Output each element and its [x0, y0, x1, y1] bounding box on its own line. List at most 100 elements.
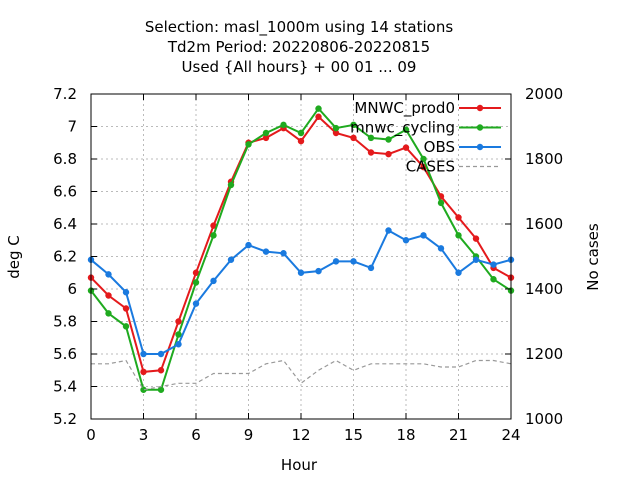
data-point-obs [297, 269, 305, 276]
data-point-obs [350, 258, 357, 265]
data-point-mnwc-prod0 [455, 214, 462, 221]
data-point-obs [105, 271, 112, 278]
y2-tick-label: 1800 [525, 150, 563, 168]
data-point-mnwc-cycling [157, 386, 165, 393]
data-point-mnwc-prod0 [210, 222, 217, 229]
legend-marker-mnwc-prod0 [476, 104, 484, 112]
x-axis-label: Hour [281, 456, 318, 474]
data-point-mnwc-prod0 [105, 292, 112, 299]
y-tick-label: 7 [67, 118, 77, 136]
data-point-mnwc-cycling [367, 134, 375, 142]
x-tick-label: 3 [139, 426, 149, 444]
y-tick-label: 5.2 [53, 410, 77, 428]
data-point-obs [192, 300, 200, 307]
data-point-mnwc-cycling [122, 323, 130, 330]
data-point-mnwc-prod0 [367, 149, 375, 156]
data-point-mnwc-cycling [385, 136, 392, 143]
data-point-obs [175, 341, 182, 348]
data-point-obs [332, 258, 340, 265]
y2-tick-label: 1400 [525, 280, 563, 298]
data-point-mnwc-prod0 [122, 305, 130, 312]
data-point-mnwc-cycling [332, 124, 340, 132]
x-tick-label: 21 [449, 426, 468, 444]
data-point-obs [367, 264, 375, 272]
data-point-obs [262, 248, 270, 255]
data-point-obs [455, 269, 462, 276]
x-tick-label: 0 [86, 426, 96, 444]
x-tick-label: 15 [344, 426, 363, 444]
data-point-mnwc-prod0 [157, 367, 165, 374]
data-point-mnwc-prod0 [402, 144, 410, 151]
y2-tick-label: 1000 [525, 410, 563, 428]
data-point-mnwc-cycling [437, 199, 445, 207]
title-line-1: Selection: masl_1000m using 14 stations [145, 18, 454, 37]
title-line-2: Td2m Period: 20220806-20220815 [167, 38, 430, 56]
y-tick-label: 5.4 [53, 378, 77, 396]
y-tick-label: 6.4 [53, 215, 77, 233]
x-tick-label: 18 [396, 426, 415, 444]
data-point-obs [122, 289, 130, 296]
y2-tick-label: 2000 [525, 85, 563, 103]
data-point-obs [437, 245, 445, 252]
y-tick-label: 7.2 [53, 85, 77, 103]
data-point-mnwc-prod0 [332, 129, 340, 137]
data-point-mnwc-cycling [227, 181, 235, 189]
data-point-mnwc-cycling [490, 276, 497, 283]
data-point-obs [490, 261, 497, 268]
data-point-obs [420, 232, 427, 239]
data-point-mnwc-cycling [297, 129, 305, 137]
data-point-mnwc-cycling [245, 141, 252, 148]
y2-axis-label: No cases [584, 223, 602, 291]
legend-label-mnwc-prod0: MNWC_prod0 [354, 99, 455, 118]
data-point-mnwc-cycling [105, 310, 112, 317]
data-point-obs [402, 237, 410, 244]
y-tick-label: 6 [67, 280, 77, 298]
x-tick-label: 12 [291, 426, 310, 444]
y-axis-label: deg C [5, 235, 23, 279]
data-point-obs [280, 250, 287, 257]
data-point-obs [157, 350, 165, 358]
legend-marker-obs [476, 143, 484, 151]
series-line-cases [91, 359, 512, 391]
data-point-mnwc-cycling [280, 121, 287, 129]
legend-marker-mnwc-cycling [476, 124, 484, 131]
data-point-mnwc-prod0 [192, 269, 200, 276]
legend-label-cases: CASES [406, 158, 455, 176]
data-point-mnwc-cycling [140, 386, 147, 393]
data-point-mnwc-cycling [350, 121, 357, 129]
y-tick-label: 5.6 [53, 345, 77, 363]
x-tick-label: 9 [244, 426, 254, 444]
data-point-mnwc-prod0 [315, 113, 322, 120]
data-point-mnwc-cycling [315, 105, 322, 112]
y-tick-label: 5.8 [53, 313, 77, 331]
chart-title: Selection: masl_1000m using 14 stations … [145, 18, 454, 76]
data-point-obs [385, 227, 392, 234]
legend-label-mnwc-cycling: mnwc_cycling [350, 119, 455, 138]
data-point-obs [227, 256, 235, 263]
y-tick-label: 6.2 [53, 248, 77, 266]
data-point-mnwc-cycling [455, 232, 462, 239]
axis-ticks: 0 3 6 9 12 15 18 21 24 5.2 5.4 5.6 5.8 6 6.2 6.4 6.6 6.8 7… [53, 85, 563, 444]
y2-tick-label: 1600 [525, 215, 563, 233]
title-line-3: Used {All hours} + 00 01 ... 09 [182, 58, 417, 76]
x-tick-label: 24 [501, 426, 520, 444]
data-point-mnwc-cycling [420, 155, 427, 163]
data-point-mnwc-cycling [175, 331, 182, 338]
data-point-mnwc-cycling [402, 126, 410, 133]
data-point-obs [245, 241, 252, 249]
data-point-obs [472, 256, 480, 263]
data-point-mnwc-prod0 [350, 134, 357, 142]
y-tick-label: 6.6 [53, 183, 77, 201]
data-point-obs [140, 350, 147, 358]
data-point-mnwc-cycling [192, 279, 200, 286]
data-point-obs [315, 267, 322, 275]
y-tick-label: 6.8 [53, 150, 77, 168]
x-tick-label: 6 [191, 426, 201, 444]
legend-label-obs: OBS [424, 138, 455, 156]
data-point-mnwc-prod0 [385, 150, 392, 158]
y2-tick-label: 1200 [525, 345, 563, 363]
data-point-mnwc-prod0 [472, 235, 480, 242]
data-point-mnwc-cycling [210, 232, 217, 239]
